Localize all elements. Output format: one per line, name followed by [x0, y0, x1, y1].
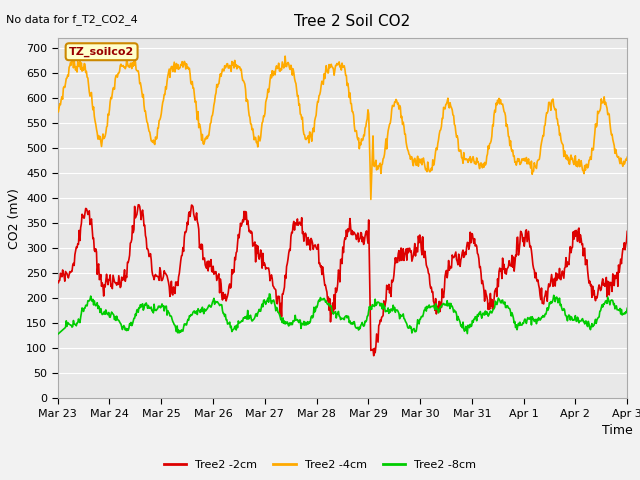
- Legend: Tree2 -2cm, Tree2 -4cm, Tree2 -8cm: Tree2 -2cm, Tree2 -4cm, Tree2 -8cm: [159, 456, 481, 474]
- Y-axis label: CO2 (mV): CO2 (mV): [8, 188, 20, 249]
- Text: Tree 2 Soil CO2: Tree 2 Soil CO2: [294, 14, 410, 29]
- X-axis label: Time: Time: [602, 423, 633, 437]
- Text: TZ_soilco2: TZ_soilco2: [69, 47, 134, 57]
- Text: No data for f_T2_CO2_4: No data for f_T2_CO2_4: [6, 14, 138, 25]
